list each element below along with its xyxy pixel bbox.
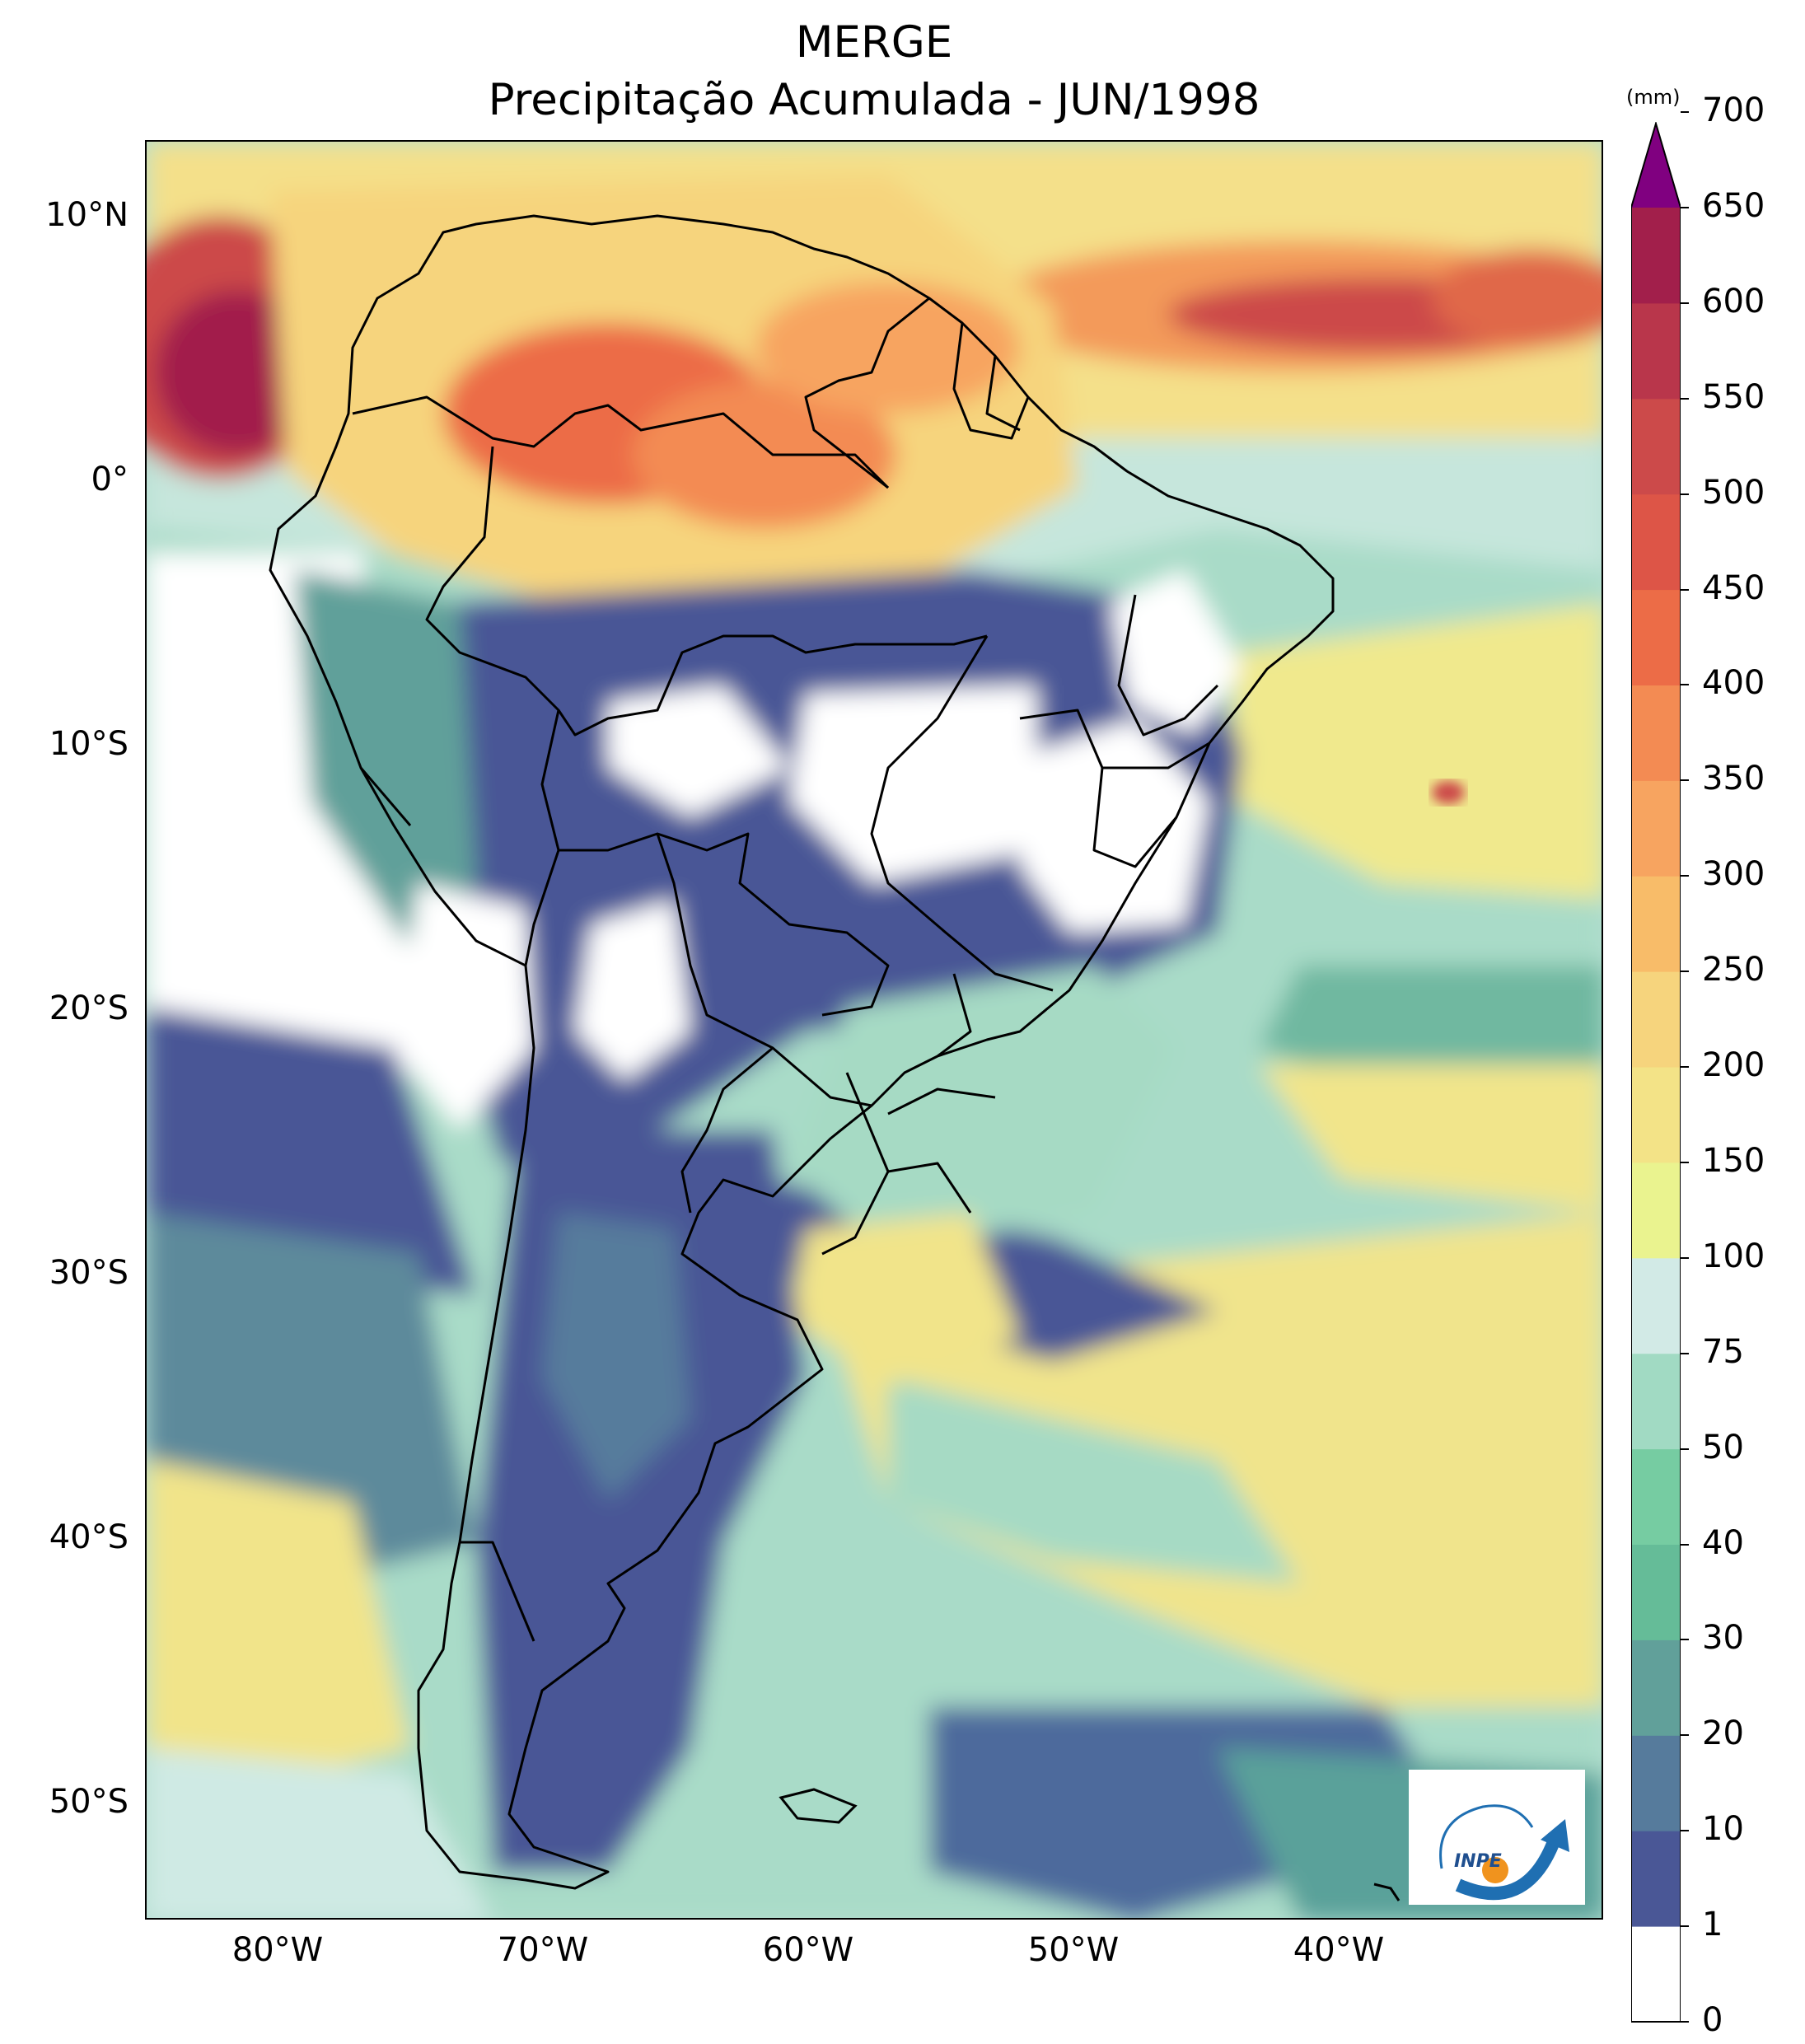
colorbar-tick-label: 250 xyxy=(1702,951,1765,989)
colorbar-segment xyxy=(1631,589,1681,685)
colorbar-tick-label: 700 xyxy=(1702,91,1765,130)
colorbar-segment xyxy=(1631,971,1681,1068)
colorbar-tick-label: 400 xyxy=(1702,664,1765,703)
colorbar-tick-label: 50 xyxy=(1702,1428,1744,1466)
lon-label: 70°W xyxy=(497,1931,589,1969)
map-subtitle: Precipitação Acumulada - JUN/1998 xyxy=(488,75,1260,125)
colorbar-segment xyxy=(1631,1735,1681,1831)
colorbar-tick xyxy=(1681,588,1689,591)
colorbar-unit: (mm) xyxy=(1626,86,1681,109)
lat-label: 10°S xyxy=(49,725,129,763)
colorbar-segment xyxy=(1631,1353,1681,1450)
colorbar-segment xyxy=(1631,1257,1681,1354)
colorbar-segment xyxy=(1631,1926,1681,2023)
lat-label: 30°S xyxy=(49,1254,129,1292)
map-canvas xyxy=(147,142,1602,1918)
colorbar-tick-label: 0 xyxy=(1702,2001,1723,2039)
colorbar-tick xyxy=(1681,493,1689,495)
colorbar-segment xyxy=(1631,302,1681,400)
logo-text: INPE xyxy=(1454,1851,1502,1872)
colorbar-segment xyxy=(1631,493,1681,591)
colorbar-tick-label: 650 xyxy=(1702,187,1765,225)
colorbar-tick-label: 100 xyxy=(1702,1237,1765,1275)
lon-label: 40°W xyxy=(1293,1931,1385,1969)
colorbar-tick xyxy=(1681,971,1689,973)
colorbar-segment xyxy=(1631,685,1681,781)
colorbar-tick-label: 75 xyxy=(1702,1332,1744,1371)
colorbar-tick-label: 450 xyxy=(1702,568,1765,607)
colorbar-tick-label: 150 xyxy=(1702,1141,1765,1180)
precipitation-map xyxy=(145,140,1603,1920)
colorbar-tick-label: 350 xyxy=(1702,760,1765,798)
colorbar-tick-label: 40 xyxy=(1702,1523,1744,1562)
colorbar-tick xyxy=(1681,1734,1689,1737)
lat-label: 20°S xyxy=(49,989,129,1027)
lon-label: 80°W xyxy=(231,1931,324,1969)
colorbar-tick xyxy=(1681,1543,1689,1546)
colorbar-segment xyxy=(1631,876,1681,972)
colorbar-segment xyxy=(1631,398,1681,495)
colorbar-tick xyxy=(1681,1066,1689,1069)
lat-label: 0° xyxy=(91,461,129,498)
colorbar-tick xyxy=(1681,1352,1689,1354)
colorbar-tick xyxy=(1681,302,1689,304)
lat-label: 40°S xyxy=(49,1518,129,1556)
colorbar-tick xyxy=(1681,1161,1689,1163)
colorbar-segment xyxy=(1631,1162,1681,1259)
lon-label: 50°W xyxy=(1027,1931,1120,1969)
lat-label: 50°S xyxy=(49,1783,129,1821)
colorbar-extend-arrow xyxy=(1631,124,1681,208)
map-title: MERGE xyxy=(795,17,953,68)
colorbar-tick-label: 200 xyxy=(1702,1046,1765,1085)
colorbar-tick xyxy=(1681,207,1689,208)
colorbar-tick-label: 1 xyxy=(1702,1906,1723,1944)
colorbar-segment xyxy=(1631,1448,1681,1546)
colorbar-segment xyxy=(1631,1831,1681,1927)
colorbar xyxy=(1631,122,1681,2023)
coastline xyxy=(269,214,1335,1890)
colorbar-tick xyxy=(1681,1830,1689,1832)
colorbar-tick-label: 550 xyxy=(1702,377,1765,416)
colorbar-tick xyxy=(1681,1639,1689,1641)
colorbar-segment xyxy=(1631,1067,1681,1163)
colorbar-tick xyxy=(1681,2021,1689,2023)
colorbar-tick xyxy=(1681,779,1689,782)
colorbar-segment xyxy=(1631,1639,1681,1736)
colorbar-tick xyxy=(1681,1256,1689,1259)
colorbar-tick-label: 600 xyxy=(1702,282,1765,320)
lat-label: 10°N xyxy=(45,196,129,234)
colorbar-segment xyxy=(1631,780,1681,877)
islands xyxy=(779,1788,1401,1901)
colorbar-tick-label: 500 xyxy=(1702,473,1765,512)
precipitation-field xyxy=(147,142,1602,1918)
inpe-logo: INPE xyxy=(1409,1770,1585,1905)
colorbar-tick-label: 30 xyxy=(1702,1619,1744,1658)
colorbar-tick xyxy=(1681,1925,1689,1928)
colorbar-tick-label: 300 xyxy=(1702,855,1765,894)
colorbar-tick xyxy=(1681,684,1689,686)
colorbar-tick-label: 20 xyxy=(1702,1714,1744,1753)
colorbar-tick-label: 10 xyxy=(1702,1810,1744,1849)
colorbar-tick xyxy=(1681,1448,1689,1450)
colorbar-tick xyxy=(1681,397,1689,400)
colorbar-segment xyxy=(1631,208,1681,304)
lon-label: 60°W xyxy=(762,1931,854,1969)
colorbar-tick xyxy=(1681,875,1689,877)
colorbar-segment xyxy=(1631,1544,1681,1640)
colorbar-tick xyxy=(1681,111,1689,114)
